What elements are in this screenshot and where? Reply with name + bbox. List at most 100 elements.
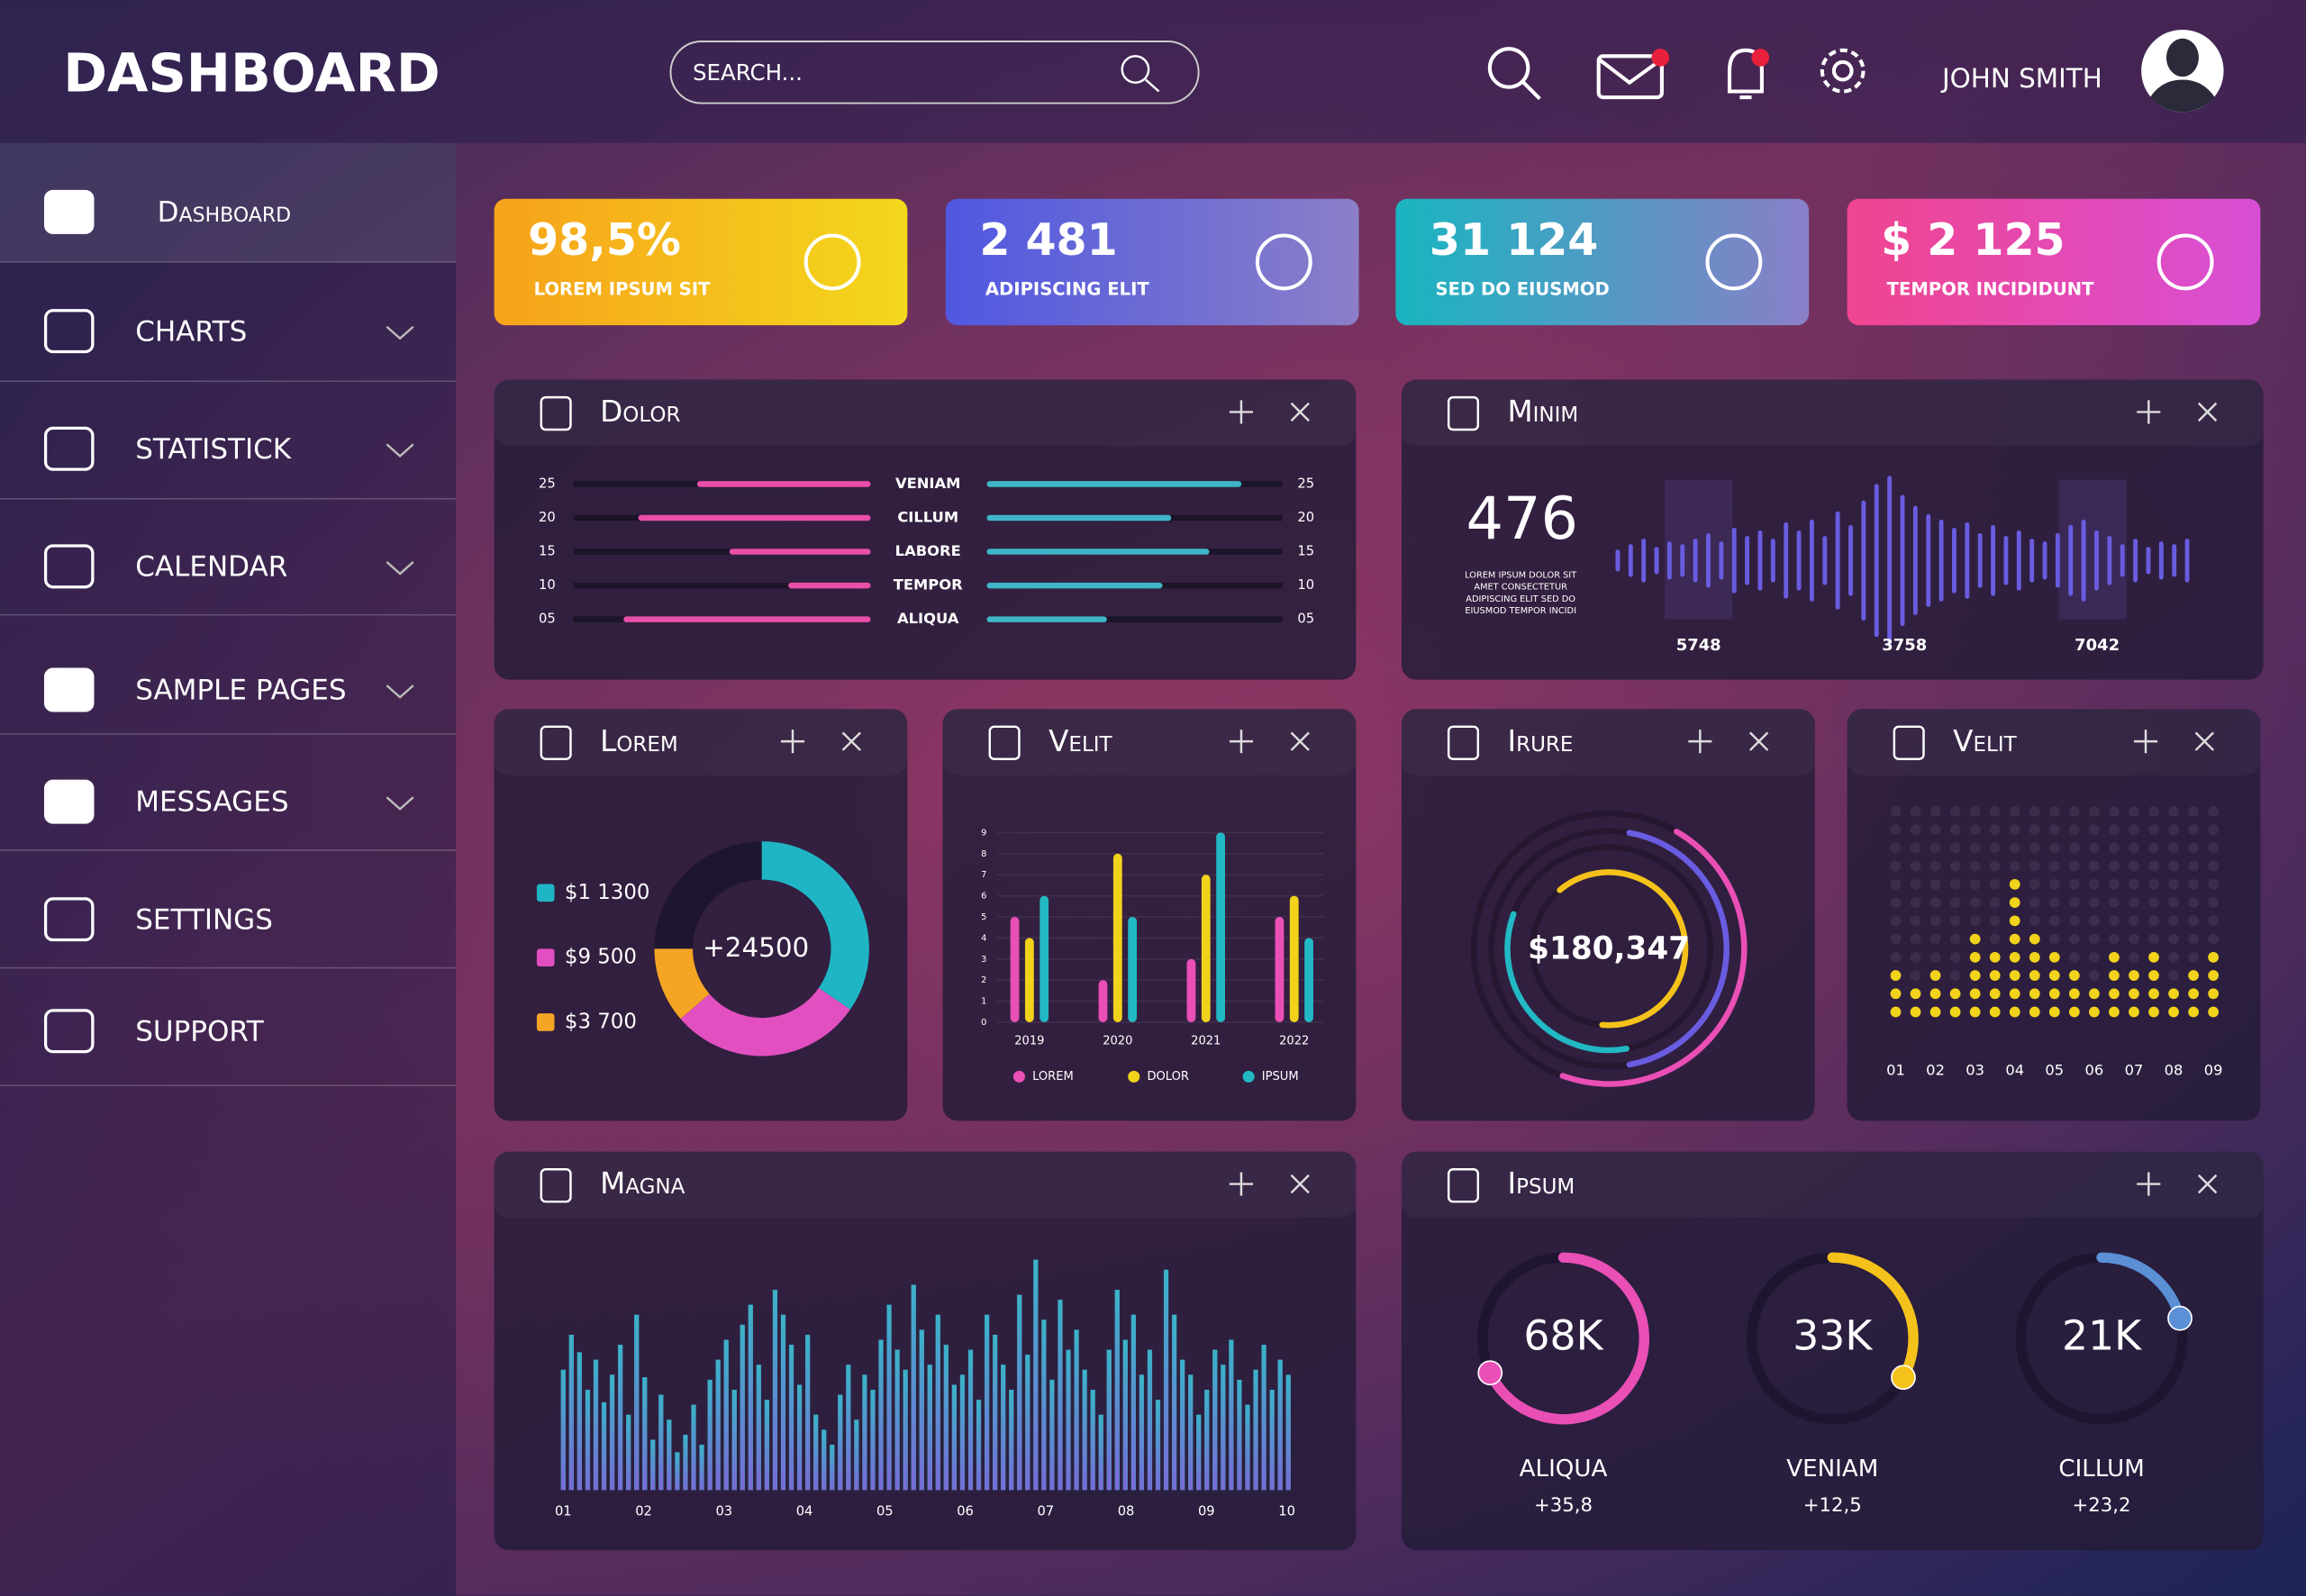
bar xyxy=(1058,1300,1063,1491)
add-button[interactable] xyxy=(1229,400,1254,424)
dot-empty xyxy=(1910,860,1921,872)
panel-title: Velit xyxy=(1953,724,2017,758)
mail-button[interactable] xyxy=(1596,54,1664,100)
stat-card[interactable] xyxy=(494,198,908,326)
nav-chevron[interactable] xyxy=(386,685,414,699)
close-button[interactable] xyxy=(1290,731,1310,751)
settings-button[interactable] xyxy=(1820,48,1866,94)
donut-segment xyxy=(654,948,711,1020)
wave-bar xyxy=(1912,505,1918,615)
dot-empty xyxy=(1929,805,1941,817)
bar xyxy=(764,1400,770,1491)
dot-empty xyxy=(2208,897,2220,908)
panel-header xyxy=(942,709,1357,775)
close-button[interactable] xyxy=(2197,1174,2218,1194)
dot xyxy=(2168,988,2179,1000)
nav-item[interactable]: SAMPLE PAGES xyxy=(135,675,346,707)
dot xyxy=(2048,988,2060,1000)
nav-item[interactable]: STATISTICK xyxy=(135,433,292,466)
category-label: VENIAM xyxy=(895,475,960,492)
nav-item[interactable]: SETTINGS xyxy=(135,903,273,936)
close-button[interactable] xyxy=(841,731,861,751)
nav-item[interactable]: Dashboard xyxy=(158,196,291,229)
dot-empty xyxy=(1910,842,1921,854)
dot-empty xyxy=(2188,805,2199,817)
dot xyxy=(2009,933,2020,945)
add-button[interactable] xyxy=(780,730,805,754)
row-label: 20 xyxy=(1297,510,1314,525)
dot-empty xyxy=(1949,842,1961,854)
bar xyxy=(919,1329,924,1491)
stat-card[interactable] xyxy=(945,198,1359,326)
close-button[interactable] xyxy=(2197,402,2218,422)
x-tick-label: 06 xyxy=(2085,1061,2104,1078)
card-label: SED DO EIUSMOD xyxy=(1435,278,1609,299)
dot xyxy=(1969,1006,1981,1018)
dot-empty xyxy=(2048,860,2060,872)
legend-label: $1 1300 xyxy=(565,881,649,904)
add-button[interactable] xyxy=(2137,1172,2161,1196)
stat-card[interactable] xyxy=(1847,198,2261,326)
bar xyxy=(943,1345,949,1491)
nav-chevron[interactable] xyxy=(386,561,414,576)
close-button[interactable] xyxy=(1290,402,1310,422)
wave-bar xyxy=(2107,536,2112,585)
add-button[interactable] xyxy=(1229,1172,1254,1196)
dot-empty xyxy=(2089,933,2100,945)
close-button[interactable] xyxy=(1290,1174,1310,1194)
dot-empty xyxy=(1929,897,1941,908)
nav-item[interactable]: CALENDAR xyxy=(135,550,287,583)
add-button[interactable] xyxy=(1688,730,1712,754)
dot xyxy=(1969,933,1981,945)
wave-bar xyxy=(2068,524,2074,596)
dot-empty xyxy=(2168,951,2179,963)
dot-empty xyxy=(2048,933,2060,945)
dot-empty xyxy=(2168,970,2179,981)
close-button[interactable] xyxy=(1748,731,1769,751)
nav-chevron[interactable] xyxy=(386,796,414,811)
add-button[interactable] xyxy=(2137,400,2161,424)
dot-empty xyxy=(2029,860,2040,872)
bar xyxy=(813,1414,819,1491)
wave-bar xyxy=(1757,530,1763,591)
search-box[interactable] xyxy=(669,41,1200,104)
wave-bar xyxy=(2042,541,2047,580)
card-value: 31 124 xyxy=(1430,214,1598,266)
nav-item[interactable]: SUPPORT xyxy=(135,1015,265,1047)
gauge-name: CILLUM xyxy=(2058,1455,2144,1483)
bar xyxy=(1285,1374,1291,1491)
panel-header xyxy=(1401,709,1815,775)
panel-header xyxy=(494,379,1357,446)
stat-card[interactable] xyxy=(1395,198,1810,326)
y-tick-label: 6 xyxy=(981,892,986,902)
bar xyxy=(634,1314,640,1491)
dot xyxy=(2029,951,2040,963)
add-button[interactable] xyxy=(1229,730,1254,754)
dot-empty xyxy=(2068,842,2080,854)
nav-item[interactable]: MESSAGES xyxy=(135,786,288,819)
add-button[interactable] xyxy=(2133,730,2158,754)
close-button[interactable] xyxy=(2194,731,2215,751)
nav-chevron[interactable] xyxy=(386,325,414,340)
panel xyxy=(1401,379,2264,680)
wave-label: 7042 xyxy=(2074,636,2120,655)
x-tick-label: 05 xyxy=(876,1504,894,1519)
notification-button[interactable] xyxy=(1727,48,1764,100)
search-button[interactable] xyxy=(1487,47,1530,89)
dot-empty xyxy=(2029,824,2040,835)
user-avatar xyxy=(2149,38,2215,113)
search-icon[interactable] xyxy=(1121,55,1150,84)
dot-empty xyxy=(2029,897,2040,908)
nav-chevron[interactable] xyxy=(386,443,414,458)
card-value: 98,5% xyxy=(528,214,681,266)
nav-item[interactable]: CHARTS xyxy=(135,315,247,348)
bar xyxy=(1033,1259,1039,1491)
panel-title: Magna xyxy=(600,1166,685,1201)
bar xyxy=(903,1369,908,1491)
dot xyxy=(2009,915,2020,927)
panel-title: Velit xyxy=(1049,724,1112,758)
y-tick-label: 7 xyxy=(981,870,986,880)
wave-bar xyxy=(2158,541,2164,580)
x-tick-label: 2021 xyxy=(1191,1035,1221,1048)
